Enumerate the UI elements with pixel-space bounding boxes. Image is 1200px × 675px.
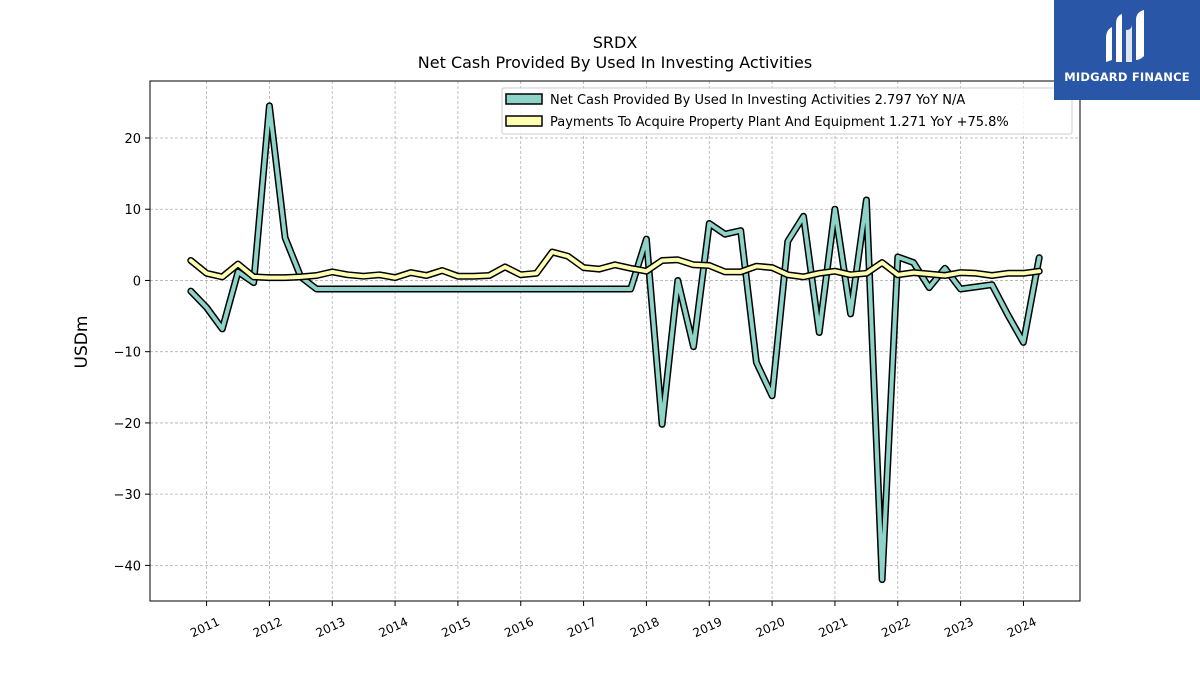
series-layer bbox=[187, 102, 1043, 584]
x-tick-label: 2014 bbox=[377, 615, 411, 641]
y-axis: 20 10 0 −10 −20 −30 −40 bbox=[114, 132, 150, 574]
plot-frame bbox=[149, 80, 1081, 602]
legend-swatch-capex bbox=[505, 115, 543, 127]
legend-label-capex: Payments To Acquire Property Plant And E… bbox=[550, 115, 1009, 130]
x-tick-label: 2011 bbox=[188, 615, 222, 641]
y-axis-label: USDm bbox=[72, 316, 92, 369]
x-axis: 2011 2012 2013 2014 2015 2016 2017 2018 2019 2020… bbox=[188, 601, 1039, 641]
y-tick-label: −40 bbox=[114, 559, 141, 574]
y-tick-label: 0 bbox=[133, 274, 141, 289]
legend-label-net-cash: Net Cash Provided By Used In Investing A… bbox=[550, 93, 965, 108]
grid bbox=[150, 81, 1080, 601]
y-tick-label: −10 bbox=[114, 346, 141, 361]
y-tick-label: 20 bbox=[124, 132, 141, 147]
x-tick-label: 2015 bbox=[439, 615, 473, 641]
x-tick-label: 2023 bbox=[942, 615, 976, 641]
x-tick-label: 2022 bbox=[879, 615, 913, 641]
legend-box bbox=[501, 87, 1073, 135]
x-tick-label: 2012 bbox=[251, 615, 285, 641]
x-tick-label: 2018 bbox=[628, 615, 662, 641]
y-tick-label: 10 bbox=[124, 203, 141, 218]
series-line-capex bbox=[188, 250, 1042, 280]
logo-brand-text: MIDGARD FINANCE bbox=[1064, 70, 1190, 84]
chart-title: SRDX bbox=[593, 33, 638, 52]
y-tick-label: −30 bbox=[114, 488, 141, 503]
midgard-finance-logo: MIDGARD FINANCE bbox=[1054, 0, 1200, 100]
x-tick-label: 2017 bbox=[565, 615, 599, 641]
y-tick-label: −20 bbox=[114, 417, 141, 432]
legend: Net Cash Provided By Used In Investing A… bbox=[501, 87, 1073, 135]
x-tick-label: 2021 bbox=[816, 615, 850, 641]
logo-mark-icon bbox=[1106, 10, 1144, 62]
x-tick-label: 2020 bbox=[754, 615, 788, 641]
series-line-net-cash bbox=[188, 103, 1042, 582]
x-tick-label: 2019 bbox=[691, 615, 725, 641]
legend-swatch-net-cash bbox=[505, 93, 543, 105]
x-tick-label: 2013 bbox=[314, 615, 348, 641]
series-line-outline bbox=[187, 102, 1043, 584]
x-tick-label: 2016 bbox=[502, 615, 536, 641]
chart-subtitle: Net Cash Provided By Used In Investing A… bbox=[418, 53, 812, 72]
x-tick-label: 2024 bbox=[1005, 615, 1039, 641]
